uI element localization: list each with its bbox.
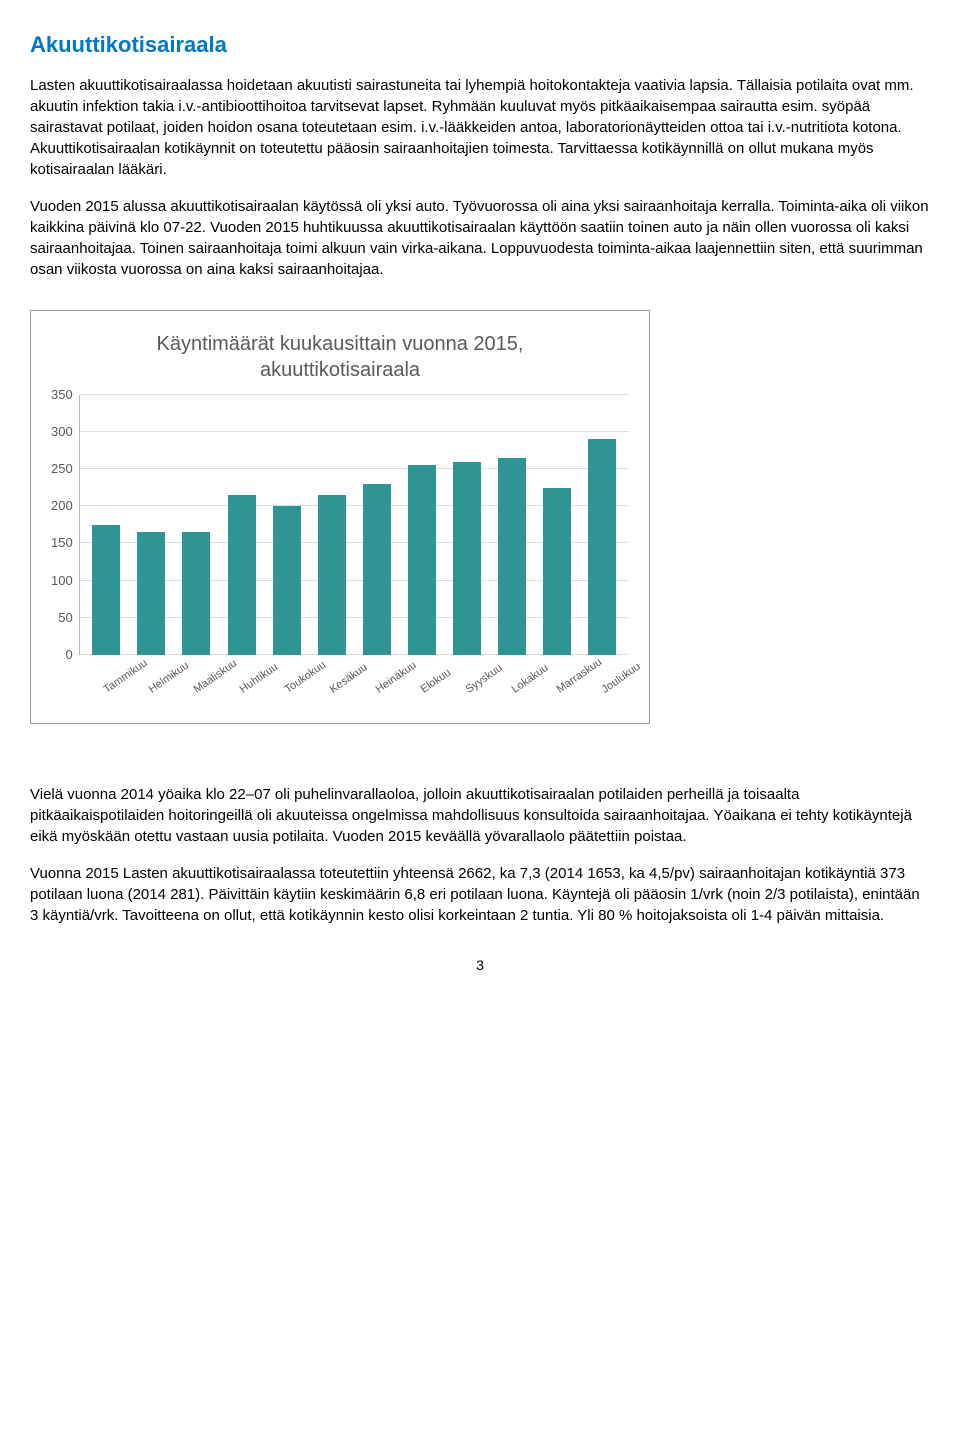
chart-bars xyxy=(80,395,629,655)
chart-x-label: Joulukuu xyxy=(599,669,631,698)
chart-x-label: Syyskuu xyxy=(463,669,495,698)
chart-bar xyxy=(588,439,616,654)
chart-x-axis: TammikuuHelmikuuMaaliskuuHuhtikuuToukoku… xyxy=(51,663,629,678)
paragraph-4: Vuonna 2015 Lasten akuuttikotisairaalass… xyxy=(30,863,930,926)
chart-bar xyxy=(92,525,120,655)
chart-title-line2: akuuttikotisairaala xyxy=(260,359,420,381)
paragraph-1: Lasten akuuttikotisairaalassa hoidetaan … xyxy=(30,75,930,180)
chart-bar xyxy=(228,495,256,655)
chart-x-label: Elokuu xyxy=(418,669,450,698)
chart-title: Käyntimäärät kuukausittain vuonna 2015, … xyxy=(51,331,629,383)
page-heading: Akuuttikotisairaala xyxy=(30,30,930,61)
chart-x-label: Helmikuu xyxy=(146,669,178,698)
chart-x-label: Tammikuu xyxy=(101,669,133,698)
chart-x-label: Marraskuu xyxy=(554,669,586,698)
chart-bar xyxy=(408,465,436,654)
chart-y-axis: 350 300 250 200 150 100 50 0 xyxy=(51,395,79,655)
chart-x-label: Maaliskuu xyxy=(191,669,223,698)
chart-plot xyxy=(79,395,629,655)
chart-bar xyxy=(498,458,526,655)
chart-x-label: Huhtikuu xyxy=(237,669,269,698)
chart-bar xyxy=(273,506,301,655)
chart-x-label: Kesäkuu xyxy=(327,669,359,698)
page-number: 3 xyxy=(30,956,930,976)
chart-x-label: Heinäkuu xyxy=(373,669,405,698)
chart-bar xyxy=(137,532,165,655)
paragraph-3: Vielä vuonna 2014 yöaika klo 22–07 oli p… xyxy=(30,784,930,847)
chart-x-label: Toukokuu xyxy=(282,669,314,698)
chart-title-line1: Käyntimäärät kuukausittain vuonna 2015, xyxy=(157,333,524,355)
chart-x-label: Lokakuu xyxy=(509,669,541,698)
chart-bar xyxy=(363,484,391,655)
chart-plot-area: 350 300 250 200 150 100 50 0 xyxy=(51,395,629,655)
chart-bar xyxy=(453,462,481,655)
chart-bar xyxy=(318,495,346,655)
chart-bar xyxy=(543,488,571,655)
paragraph-2: Vuoden 2015 alussa akuuttikotisairaalan … xyxy=(30,196,930,280)
chart-bar xyxy=(182,532,210,655)
chart-container: Käyntimäärät kuukausittain vuonna 2015, … xyxy=(30,310,650,724)
